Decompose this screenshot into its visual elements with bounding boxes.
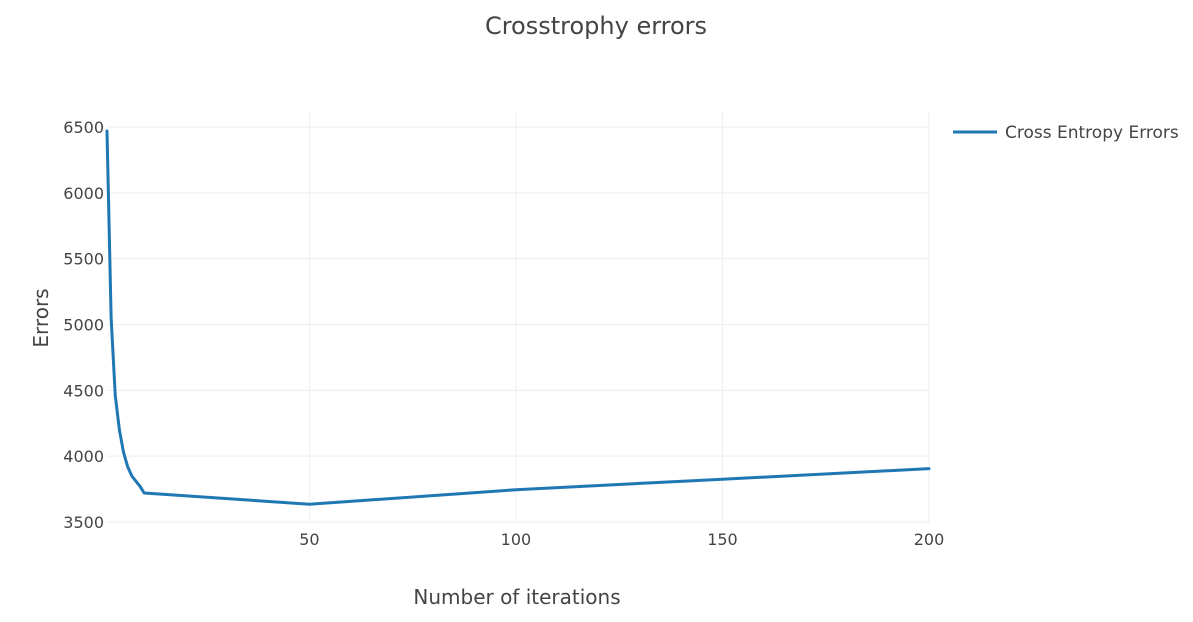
y-tick-label: 6500 <box>63 118 104 137</box>
series-line-cross-entropy-errors[interactable] <box>105 129 931 506</box>
y-tick-label: 3500 <box>63 513 104 532</box>
y-tick-label: 5500 <box>63 250 104 269</box>
x-tick-label: 50 <box>299 530 319 549</box>
grid <box>107 111 930 523</box>
x-axis-title: Number of iterations <box>413 585 620 609</box>
y-axis: 3500 4000 4500 5000 5500 6000 6500 <box>63 118 104 532</box>
y-tick-label: 4500 <box>63 381 104 400</box>
x-tick-label: 100 <box>501 530 532 549</box>
x-axis: 50 100 150 200 <box>299 530 944 549</box>
y-tick-label: 4000 <box>63 447 104 466</box>
y-axis-title: Errors <box>29 288 53 347</box>
legend[interactable]: Cross Entropy Errors <box>953 123 1179 143</box>
y-tick-label: 6000 <box>63 184 104 203</box>
x-tick-label: 150 <box>707 530 738 549</box>
plot-area[interactable] <box>105 129 931 506</box>
legend-label-cross-entropy-errors: Cross Entropy Errors <box>1005 123 1179 143</box>
x-tick-label: 200 <box>914 530 945 549</box>
chart-title: Crosstrophy errors <box>485 12 707 40</box>
y-tick-label: 5000 <box>63 316 104 335</box>
